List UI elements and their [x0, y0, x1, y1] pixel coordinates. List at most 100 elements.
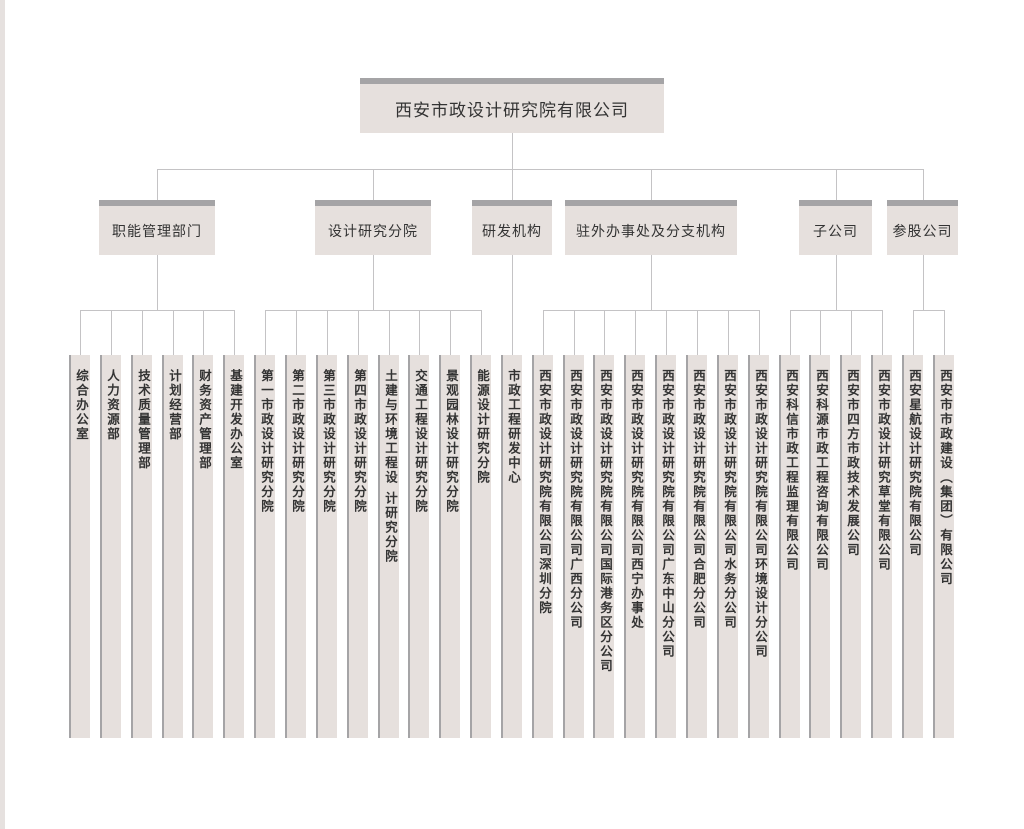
- unit-node: 西安市政设计研究院有限公司广东中山分公司: [655, 355, 676, 738]
- page-edge-strip: [0, 0, 5, 829]
- unit-label: 西安星航设计研究院有限公司: [907, 369, 922, 558]
- connector-to-unit: [635, 310, 636, 355]
- group-header: 设计研究分院: [315, 200, 431, 255]
- unit-node: 技术质量管理部: [131, 355, 152, 738]
- connector-to-unit: [419, 310, 420, 355]
- unit-node: 西安科信市政工程监理有限公司: [779, 355, 800, 738]
- unit-label: 第二市政设计研究分院: [290, 369, 305, 514]
- connector-to-unit: [913, 310, 914, 355]
- unit-node: 西安市四方市政技术发展公司: [840, 355, 861, 738]
- connector-to-unit: [790, 310, 791, 355]
- unit-node: 西安市政设计研究院有限公司西宁办事处: [624, 355, 645, 738]
- unit-node: 西安科源市政工程咨询有限公司: [809, 355, 830, 738]
- unit-node: 综合办公室: [69, 355, 90, 738]
- connector-to-unit: [697, 310, 698, 355]
- group-label: 研发机构: [482, 223, 542, 240]
- connector-level2-bar: [80, 310, 235, 311]
- unit-label: 第四市政设计研究分院: [352, 369, 367, 514]
- unit-node: 景观园林设计研究分院: [439, 355, 460, 738]
- root-label: 西安市政设计研究院有限公司: [395, 101, 629, 121]
- connector-level2-bar: [913, 310, 945, 311]
- unit-node: 西安市政设计研究院有限公司国际港务区分公司: [593, 355, 614, 738]
- group-label: 设计研究分院: [328, 223, 418, 240]
- group-label: 参股公司: [892, 223, 953, 240]
- unit-node: 西安市政设计研究院有限公司广西分公司: [563, 355, 584, 738]
- unit-node: 第二市政设计研究分院: [285, 355, 306, 738]
- unit-node: 能源设计研究分院: [470, 355, 491, 738]
- unit-label: 西安市四方市政技术发展公司: [845, 369, 860, 558]
- unit-label: 西安市政设计研究院有限公司西宁办事处: [629, 369, 644, 630]
- connector-group-down: [651, 255, 652, 310]
- unit-node: 交通工程设计研究分院: [408, 355, 429, 738]
- connector-to-unit: [265, 310, 266, 355]
- connector-to-group: [923, 169, 924, 200]
- connector-to-group: [836, 169, 837, 200]
- unit-node: 计划经营部: [162, 355, 183, 738]
- unit-node: 西安市政设计研究草堂有限公司: [871, 355, 892, 738]
- connector-to-unit: [666, 310, 667, 355]
- group-header: 研发机构: [472, 200, 552, 255]
- connector-to-unit: [111, 310, 112, 355]
- unit-node: 基建开发办公室: [223, 355, 244, 738]
- connector-to-unit: [851, 310, 852, 355]
- connector-to-unit: [296, 310, 297, 355]
- connector-to-unit: [327, 310, 328, 355]
- connector-to-unit: [389, 310, 390, 355]
- unit-label: 交通工程设计研究分院: [413, 369, 428, 514]
- unit-label: 西安市市政建设（集团）有限公司: [938, 369, 953, 587]
- unit-label: 西安市政设计研究院有限公司环境设计分公司: [753, 369, 768, 659]
- group-label: 职能管理部门: [112, 223, 202, 240]
- unit-node: 西安市政设计研究院有限公司合肥分公司: [686, 355, 707, 738]
- connector-to-unit: [604, 310, 605, 355]
- unit-label: 第三市政设计研究分院: [321, 369, 336, 514]
- unit-node: 西安市政设计研究院有限公司深圳分院: [532, 355, 553, 738]
- connector-to-unit: [80, 310, 81, 355]
- connector-to-unit: [450, 310, 451, 355]
- group-header: 驻外办事处及分支机构: [565, 200, 737, 255]
- unit-label: 西安市政设计研究院有限公司广东中山分公司: [660, 369, 675, 659]
- unit-label: 土建与环境工程设 计研究分院: [383, 369, 398, 564]
- connector-to-unit: [543, 310, 544, 355]
- unit-node: 第一市政设计研究分院: [254, 355, 275, 738]
- unit-label: 景观园林设计研究分院: [444, 369, 459, 514]
- unit-node: 西安市政设计研究院有限公司环境设计分公司: [748, 355, 769, 738]
- unit-label: 市政工程研发中心: [506, 369, 521, 485]
- connector-to-unit: [142, 310, 143, 355]
- connector-to-unit: [173, 310, 174, 355]
- connector-to-unit: [728, 310, 729, 355]
- connector-group-down: [373, 255, 374, 310]
- connector-root: [512, 133, 513, 169]
- connector-to-unit: [234, 310, 235, 355]
- unit-node: 人力资源部: [100, 355, 121, 738]
- unit-label: 人力资源部: [105, 369, 120, 442]
- connector-group-down: [836, 255, 837, 310]
- unit-node: 西安市市政建设（集团）有限公司: [933, 355, 954, 738]
- connector-to-unit: [203, 310, 204, 355]
- unit-node: 财务资产管理部: [192, 355, 213, 738]
- unit-node: 土建与环境工程设 计研究分院: [378, 355, 399, 738]
- connector-to-unit: [820, 310, 821, 355]
- unit-label: 能源设计研究分院: [475, 369, 490, 485]
- connector-to-unit: [759, 310, 760, 355]
- group-header: 子公司: [799, 200, 872, 255]
- unit-label: 计划经营部: [167, 369, 182, 442]
- unit-label: 综合办公室: [74, 369, 89, 442]
- connector-group-down: [157, 255, 158, 310]
- root-node: 西安市政设计研究院有限公司: [360, 78, 664, 133]
- unit-label: 西安市政设计研究院有限公司合肥分公司: [691, 369, 706, 630]
- unit-label: 西安市政设计研究院有限公司水务分公司: [722, 369, 737, 630]
- unit-label: 西安市政设计研究院有限公司深圳分院: [537, 369, 552, 616]
- connector-to-unit: [358, 310, 359, 355]
- unit-node: 第四市政设计研究分院: [347, 355, 368, 738]
- connector-level2-bar: [265, 310, 482, 311]
- connector-to-group: [373, 169, 374, 200]
- connector-level2-bar: [790, 310, 883, 311]
- connector-to-unit: [481, 310, 482, 355]
- connector-group-down: [923, 255, 924, 310]
- unit-label: 西安市政设计研究院有限公司国际港务区分公司: [598, 369, 613, 674]
- group-label: 子公司: [813, 223, 858, 240]
- group-header: 参股公司: [887, 200, 958, 255]
- unit-node: 西安市政设计研究院有限公司水务分公司: [717, 355, 738, 738]
- unit-node: 市政工程研发中心: [501, 355, 522, 738]
- unit-node: 西安星航设计研究院有限公司: [902, 355, 923, 738]
